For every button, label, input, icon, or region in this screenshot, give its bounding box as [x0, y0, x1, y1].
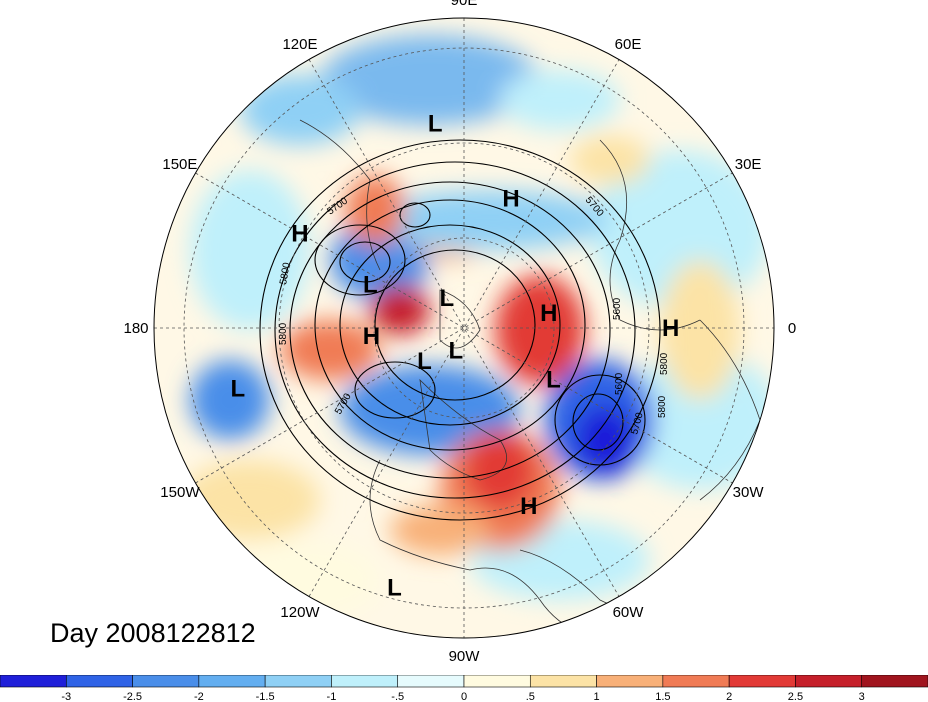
- longitude-labels: 90E 60E 30E 0 30W 60W 90W 120W 150W 180 150E 120E: [123, 0, 796, 665]
- low-pressure-label: L: [546, 367, 561, 394]
- high-pressure-label: H: [520, 493, 537, 520]
- contour-label: 5800: [278, 322, 289, 345]
- low-pressure-label: L: [363, 271, 378, 298]
- colorbar-tick-label: -1: [327, 691, 337, 702]
- colorbar-tick-label: 1.5: [655, 691, 670, 702]
- colorbar-box: [198, 675, 266, 688]
- colorbar-box: [529, 675, 597, 688]
- colorbar-box: [596, 675, 664, 688]
- colorbar: -3 -2.5 -2 -1.5 -1 -.5 0 .5 1 1.5 2 2.5 3: [0, 675, 928, 702]
- high-pressure-label: H: [502, 186, 519, 213]
- colorbar-tick-label: -2: [194, 691, 204, 702]
- colorbar-tick-label: -1.5: [256, 691, 275, 702]
- map-boundary: [153, 17, 775, 639]
- low-pressure-label: L: [428, 110, 443, 137]
- colorbar-box: [0, 675, 67, 688]
- colorbar-box: [264, 675, 332, 688]
- anomaly-field: [154, 18, 774, 638]
- contour-label: 5600: [614, 372, 625, 395]
- high-pressure-label: H: [363, 323, 380, 350]
- colorbar-ticks: -3 -2.5 -2 -1.5 -1 -.5 0 .5 1 1.5 2 2.5 3: [61, 691, 864, 702]
- longitude-label: 30W: [733, 484, 765, 501]
- contour-label: 5800: [657, 395, 668, 418]
- colorbar-tick-label: -2.5: [123, 691, 142, 702]
- colorbar-tick-label: -.5: [391, 691, 404, 702]
- colorbar-tick-label: 3: [859, 691, 865, 702]
- longitude-label: 120W: [280, 604, 320, 621]
- low-pressure-label: L: [230, 376, 245, 403]
- colorbar-box: [662, 675, 730, 688]
- longitude-label: 150E: [162, 156, 197, 173]
- colorbar-tick-label: 1: [594, 691, 600, 702]
- day-label: Day 2008122812: [50, 618, 256, 648]
- colorbar-tick-label: 2: [726, 691, 732, 702]
- contour-label: 5600: [612, 297, 623, 320]
- high-pressure-label: H: [291, 220, 308, 247]
- colorbar-box: [728, 675, 796, 688]
- graticule: [154, 18, 774, 638]
- longitude-label: 60W: [613, 604, 645, 621]
- contour-label: 5800: [659, 352, 670, 375]
- low-pressure-label: L: [417, 348, 432, 375]
- longitude-label: 150W: [160, 484, 200, 501]
- low-pressure-label: L: [387, 575, 402, 602]
- colorbar-tick-label: -3: [61, 691, 71, 702]
- longitude-label: 0: [788, 320, 796, 337]
- longitude-label: 120E: [282, 36, 317, 53]
- low-pressure-label: L: [448, 338, 463, 365]
- longitude-label: 30E: [735, 156, 762, 173]
- colorbar-box: [861, 675, 928, 688]
- longitude-label: 90E: [451, 0, 478, 9]
- longitude-label: 90W: [449, 648, 481, 665]
- colorbar-box: [65, 675, 133, 688]
- colorbar-tick-label: 0: [461, 691, 467, 702]
- colorbar-box: [463, 675, 531, 688]
- contour-label: 5800: [278, 261, 293, 285]
- high-pressure-label: H: [662, 315, 679, 342]
- colorbar-box: [397, 675, 465, 688]
- colorbar-boxes: [0, 675, 928, 688]
- colorbar-tick-label: .5: [526, 691, 535, 702]
- colorbar-tick-label: 2.5: [788, 691, 803, 702]
- height-contours: [259, 139, 661, 521]
- longitude-label: 180: [123, 320, 148, 337]
- polar-map: 5700 5800 5800 5700 5700 5600 5600 5800 …: [123, 0, 796, 665]
- colorbar-box: [132, 675, 200, 688]
- colorbar-box: [331, 675, 399, 688]
- high-pressure-label: H: [540, 300, 557, 327]
- colorbar-box: [795, 675, 863, 688]
- longitude-label: 60E: [615, 36, 642, 53]
- low-pressure-label: L: [439, 285, 454, 312]
